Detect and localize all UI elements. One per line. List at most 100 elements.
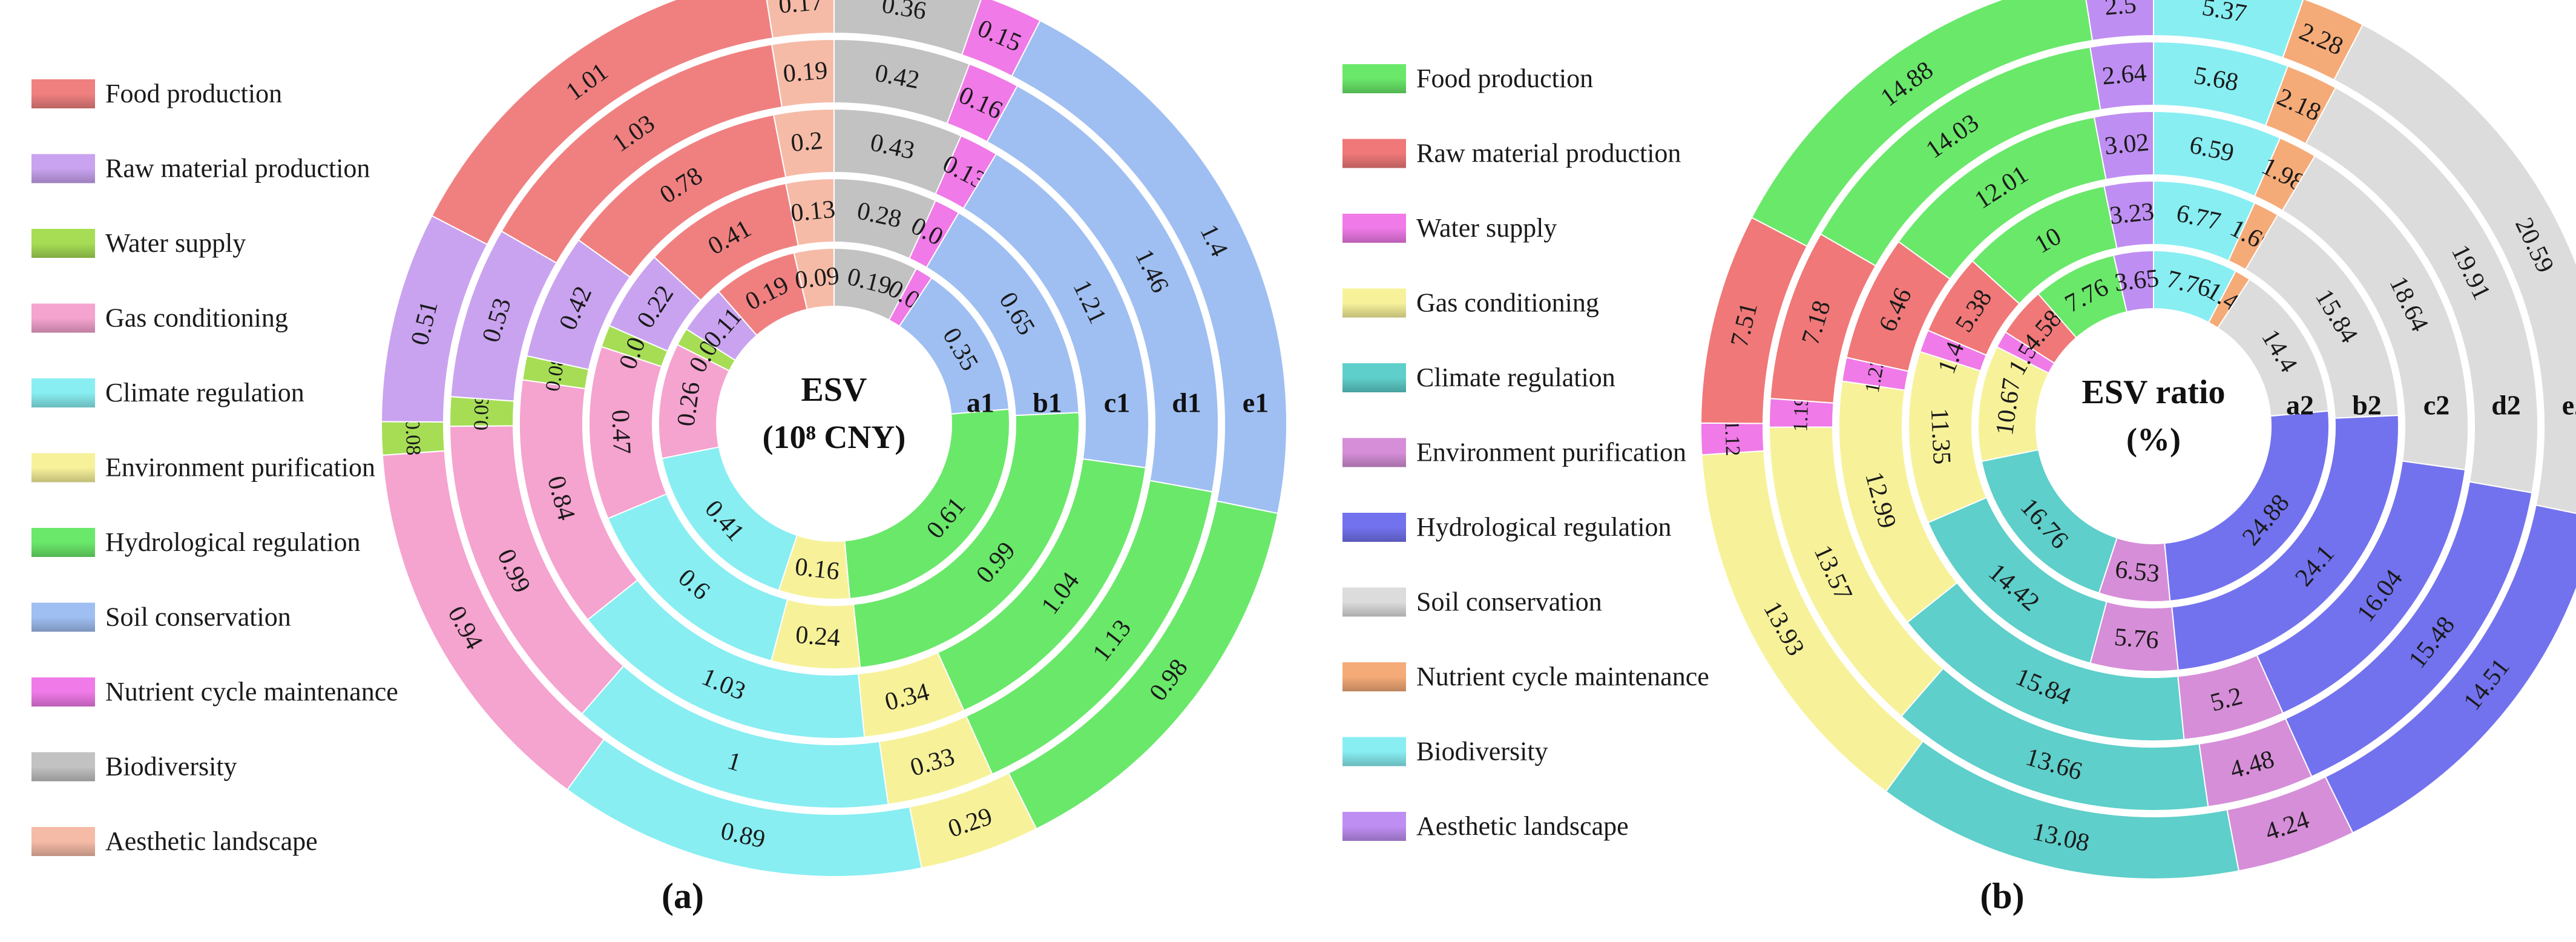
legend-label-water-supply: Water supply (1416, 213, 1557, 243)
segment-c2-aesthetic-landscape (2093, 110, 2154, 180)
legend-swatch-aesthetic-landscape (1342, 812, 1406, 841)
value-label-e1-aesthetic-landscape: 0.17 (778, 0, 824, 19)
chart-panel-a: Food production Raw material production Wa… (31, 0, 1287, 916)
ring-label-c1: c1 (1104, 387, 1130, 418)
center-unit: (%) (2126, 421, 2181, 458)
legend-swatch-environment-purification (31, 453, 95, 483)
legend: Food production Raw material production Wa… (31, 79, 398, 856)
legend-label-nutrient-cycle-maintenance: Nutrient cycle maintenance (105, 677, 398, 706)
segment-c1-aesthetic-landscape (772, 108, 835, 178)
ring-label-b1: b1 (1033, 387, 1062, 418)
segment-a2-aesthetic-landscape (2112, 249, 2154, 313)
legend-label-aesthetic-landscape: Aesthetic landscape (1416, 811, 1629, 841)
segment-e2-soil-conservation (2333, 24, 2576, 514)
legend-label-environment-purification: Environment purification (105, 453, 375, 483)
legend-label-climate-regulation: Climate regulation (1416, 363, 1615, 392)
segment-a1-aesthetic-landscape (793, 247, 835, 311)
legend-swatch-food-production (1342, 64, 1406, 93)
value-label-d1-aesthetic-landscape: 0.19 (782, 57, 829, 88)
value-label-a2-environment-purification: 6.53 (2114, 556, 2161, 588)
legend-label-hydrological-regulation: Hydrological regulation (1416, 512, 1672, 542)
ring-label-d2: d2 (2491, 390, 2521, 421)
ring-e1: 0.360.151.40.980.290.890.940.080.511.010… (381, 0, 1287, 877)
ring-b1: 0.28 0.070.650.990.240.60.470.060.220.410… (588, 177, 1080, 670)
legend-swatch-soil-conservation (31, 602, 95, 632)
value-label-a2-aesthetic-landscape: 3.65 (2113, 265, 2160, 297)
ring-label-a2: a2 (2286, 390, 2314, 421)
legend-label-raw-material-production: Raw material production (105, 154, 370, 183)
legend-swatch-food-production (31, 79, 95, 108)
value-label-b2-gas-conditioning: 11.35 (1925, 407, 1956, 465)
legend-swatch-aesthetic-landscape (31, 827, 95, 856)
ring-label-c2: c2 (2423, 390, 2450, 421)
ring-c2: 6.591.9818.6416.045.215.8412.991.226.461… (1838, 110, 2469, 742)
segment-e1-food-production (431, 0, 774, 246)
ring-label-a1: a1 (967, 387, 994, 418)
ring-d1: 0.420.161.461.130.3310.990.090.531.030.1… (449, 38, 1219, 809)
ring-label-e2: e2 (2562, 390, 2576, 421)
segment-b1-aesthetic-landscape (785, 177, 835, 247)
ring-a2: 7.761.4614.424.886.5316.7610.671.554.587… (1977, 249, 2330, 602)
legend-swatch-raw-material-production (1342, 139, 1406, 168)
segment-d2-aesthetic-landscape (2089, 41, 2154, 111)
legend-label-water-supply: Water supply (105, 228, 246, 258)
legend-label-raw-material-production: Raw material production (1416, 139, 1681, 168)
legend-swatch-hydrological-regulation (31, 528, 95, 557)
value-label-e2-water-supply: 1.12 (1720, 420, 1744, 456)
legend-swatch-gas-conditioning (31, 303, 95, 333)
center-unit: (10⁸ CNY) (763, 419, 906, 455)
legend-label-soil-conservation: Soil conservation (1416, 587, 1602, 617)
ring-label-b2: b2 (2352, 390, 2382, 421)
value-label-b2-aesthetic-landscape: 3.23 (2108, 198, 2155, 230)
segment-e2-food-production (1750, 0, 2094, 248)
segment-a1-hydrological-regulation (844, 408, 1010, 599)
value-label-d1-water-supply: 0.09 (470, 394, 493, 431)
segment-e1-aesthetic-landscape (766, 0, 835, 39)
ring-e2: 5.372.2820.5914.514.2413.0813.931.127.51… (1700, 0, 2576, 880)
segment-b1-hydrological-regulation (852, 412, 1080, 668)
value-label-d2-aesthetic-landscape: 2.64 (2101, 59, 2147, 91)
value-label-b1-aesthetic-landscape: 0.13 (789, 196, 836, 228)
center-title: ESV ratio (2082, 374, 2226, 411)
legend-label-soil-conservation: Soil conservation (105, 602, 291, 632)
panel-label: (b) (1980, 876, 2024, 916)
segment-b2-aesthetic-landscape (2103, 180, 2154, 249)
ring-d2: 5.682.1819.9115.484.4813.6613.571.197.18… (1768, 41, 2538, 811)
ring-label-d1: d1 (1172, 387, 1201, 418)
legend-swatch-biodiversity (31, 752, 95, 782)
ring-a1: 0.190.040.350.610.160.410.260.040.110.19… (658, 247, 1010, 601)
value-label-a1-gas-conditioning: 0.26 (672, 380, 705, 428)
legend-label-gas-conditioning: Gas conditioning (1416, 288, 1599, 318)
ring-c1: 0.430.131.211.040.341.030.840.080.420.78… (519, 108, 1149, 739)
value-label-c2-aesthetic-landscape: 3.02 (2103, 128, 2150, 160)
legend-swatch-hydrological-regulation (1342, 513, 1406, 542)
legend-label-nutrient-cycle-maintenance: Nutrient cycle maintenance (1416, 662, 1709, 691)
legend-label-hydrological-regulation: Hydrological regulation (105, 527, 361, 557)
value-label-a1-aesthetic-landscape: 0.09 (794, 262, 841, 295)
legend-swatch-nutrient-cycle-maintenance (1342, 662, 1406, 691)
segment-d1-aesthetic-landscape (770, 38, 835, 108)
chart-panel-b: Food production Raw material production Wa… (1342, 0, 2576, 916)
segment-a2-hydrological-regulation (2164, 410, 2330, 602)
ring-label-e1: e1 (1243, 387, 1269, 418)
legend-label-environment-purification: Environment purification (1416, 438, 1686, 467)
legend-swatch-climate-regulation (31, 378, 95, 407)
legend: Food production Raw material production Wa… (1342, 64, 1709, 841)
ring-b2: 6.77 1.6915.8424.15.7614.4211.351.475.381… (1908, 180, 2400, 672)
legend-label-food-production: Food production (1416, 64, 1593, 93)
value-label-e1-water-supply: 0.08 (401, 419, 424, 456)
legend-label-climate-regulation: Climate regulation (105, 378, 304, 407)
legend-swatch-climate-regulation (1342, 363, 1406, 392)
center-title: ESV (801, 371, 867, 409)
value-label-c1-aesthetic-landscape: 0.2 (790, 127, 824, 157)
segment-b2-hydrological-regulation (2171, 415, 2400, 671)
panel-label: (a) (662, 876, 704, 916)
value-label-b1-environment-purification: 0.24 (795, 621, 841, 652)
segment-e2-aesthetic-landscape (2085, 0, 2154, 42)
legend-swatch-water-supply (31, 229, 95, 258)
legend-label-biodiversity: Biodiversity (1416, 737, 1548, 766)
value-label-b2-environment-purification: 5.76 (2113, 624, 2160, 655)
legend-label-aesthetic-landscape: Aesthetic landscape (105, 826, 318, 856)
legend-label-food-production: Food production (105, 79, 282, 108)
